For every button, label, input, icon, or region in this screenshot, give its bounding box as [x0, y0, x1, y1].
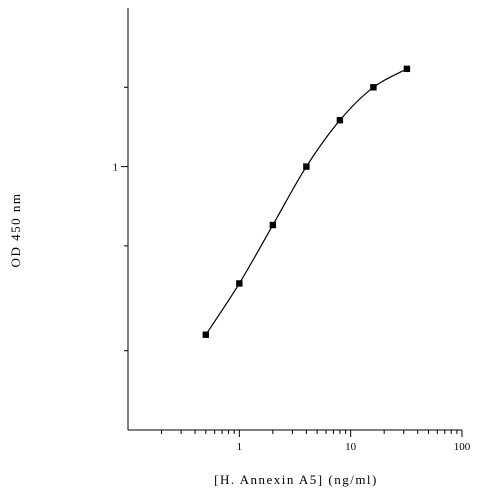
data-point	[336, 117, 344, 124]
data-point	[303, 163, 310, 170]
data-point	[202, 331, 210, 338]
x-tick-label: 1	[237, 441, 243, 453]
x-tick-label: 10	[345, 441, 357, 453]
series-markers	[202, 65, 411, 338]
series-line	[205, 68, 408, 336]
data-point	[269, 221, 277, 229]
data-point	[403, 65, 411, 73]
x-tick-labels: 1 10 100	[237, 441, 471, 453]
y-axis-label: OD 450 nm	[8, 193, 23, 268]
data-point	[236, 280, 243, 287]
x-ticks	[161, 430, 463, 437]
y-tick-labels: 1	[113, 162, 119, 174]
x-axis-label: [H. Annexin A5] (ng/ml)	[214, 472, 378, 487]
data-point	[370, 84, 377, 91]
y-tick-label: 1	[113, 162, 119, 174]
x-tick-label: 100	[454, 441, 471, 453]
axes	[127, 8, 462, 431]
y-ticks	[121, 86, 128, 352]
